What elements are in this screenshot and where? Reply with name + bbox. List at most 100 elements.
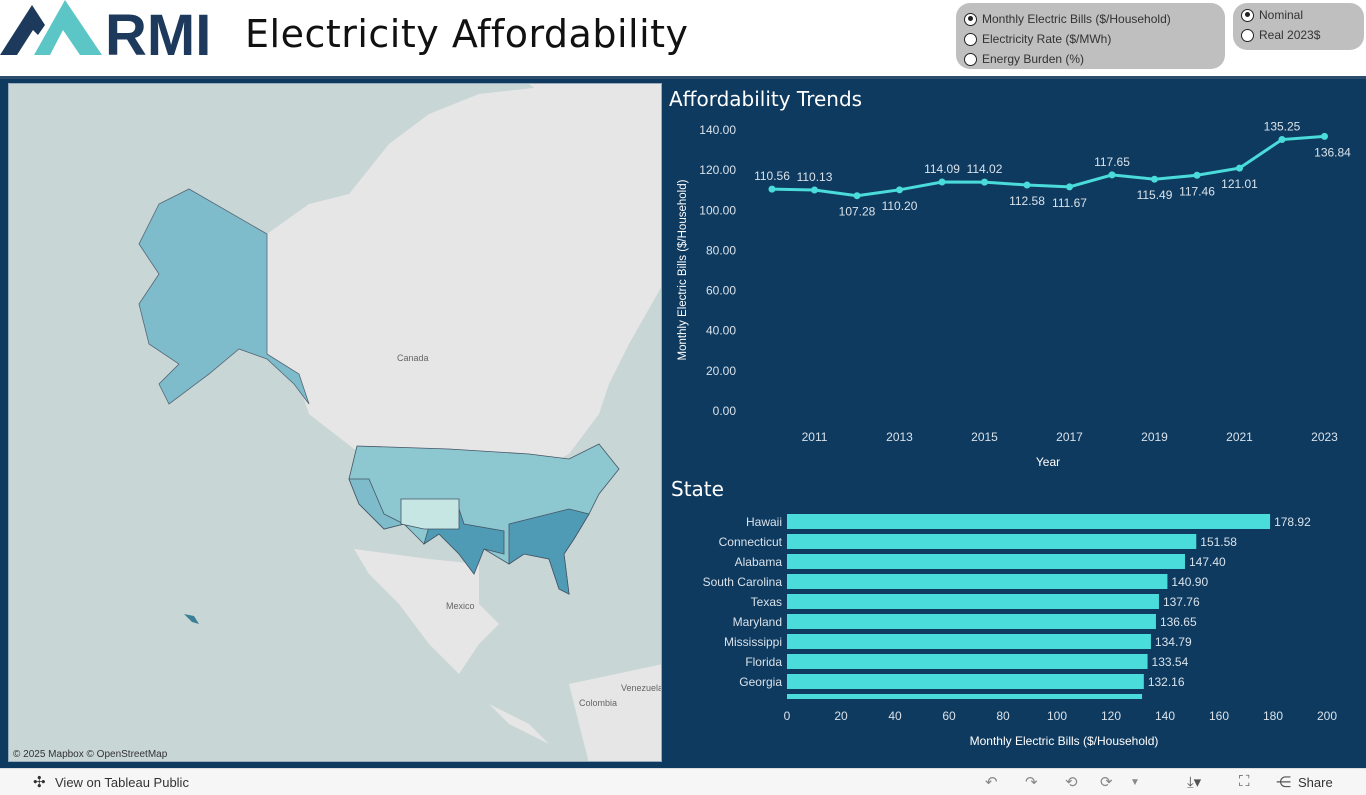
x-tick-label: 0 — [784, 709, 791, 723]
bar-category-label: Florida — [745, 655, 782, 669]
data-point — [1066, 183, 1073, 191]
x-tick-label: 120 — [1101, 709, 1121, 723]
trend-line — [771, 134, 1325, 198]
share-icon[interactable]: ⋲ — [1276, 774, 1291, 791]
fullscreen-icon[interactable]: ⛶ — [1239, 773, 1250, 790]
x-tick-label: 40 — [888, 709, 902, 723]
bar-value-label: 133.54 — [1152, 655, 1189, 669]
x-tick-label: 60 — [942, 709, 956, 723]
x-tick-label: 2013 — [886, 430, 913, 444]
download-icon[interactable]: ⤓▾ — [1187, 774, 1202, 791]
revert-icon[interactable]: ⟲ — [1065, 774, 1078, 791]
radio-label: Monthly Electric Bills ($/Household) — [982, 12, 1171, 26]
south-america-land — [569, 664, 661, 761]
data-point — [1023, 181, 1031, 189]
line-chart: 0.00 20.00 40.00 60.00 80.00 100.00 120.00 140.… — [677, 120, 1351, 469]
header: RMI Electricity Affordability Monthly El… — [0, 0, 1366, 76]
page-title: Electricity Affordability — [245, 12, 689, 56]
radio-real-2023[interactable]: Real 2023$ — [1241, 25, 1356, 45]
radio-label: Real 2023$ — [1259, 28, 1321, 42]
tableau-icon: ✣ — [33, 774, 46, 791]
radio-selected-icon — [1241, 8, 1254, 22]
bar-partially-hidden — [787, 694, 1143, 699]
state-hawaii[interactable] — [184, 614, 199, 624]
data-point — [1193, 171, 1201, 179]
y-tick-label: 100.00 — [699, 203, 736, 217]
y-tick-label: 40.00 — [706, 324, 736, 338]
bar-maryland — [787, 614, 1156, 629]
map-attribution: © 2025 Mapbox © OpenStreetMap — [13, 749, 168, 760]
radio-nominal[interactable]: Nominal — [1241, 5, 1356, 25]
footer-toolbar: ✣ View on Tableau Public ↶ ↷ ⟲ ⟳ ▼ ⤓▾ ⛶ … — [0, 768, 1366, 795]
radio-empty-icon — [964, 52, 977, 66]
trends-title: Affordability Trends — [669, 87, 863, 111]
bar-connecticut — [787, 534, 1197, 549]
map-label-mexico: Mexico — [446, 601, 475, 611]
map-canvas[interactable]: Canada Mexico Venezuela Colombia © 2025 … — [9, 84, 662, 762]
redo-icon[interactable]: ↷ — [1025, 774, 1038, 791]
x-tick-label: 80 — [996, 709, 1010, 723]
bar-mississippi — [787, 634, 1151, 649]
data-label: 117.46 — [1179, 184, 1215, 198]
data-label: 136.84 — [1314, 145, 1351, 159]
data-point — [768, 185, 776, 193]
bar-georgia — [787, 674, 1144, 689]
radio-label: Electricity Rate ($/MWh) — [982, 32, 1112, 46]
header-divider — [0, 76, 1366, 79]
state-alaska[interactable] — [138, 188, 310, 405]
bar-texas — [787, 594, 1159, 609]
data-label: 135.25 — [1264, 120, 1301, 134]
y-tick-label: 120.00 — [699, 163, 736, 177]
bar-category-label: Georgia — [739, 675, 782, 689]
map-label-colombia: Colombia — [579, 698, 617, 708]
data-label: 115.49 — [1137, 188, 1173, 202]
data-label: 110.56 — [754, 169, 790, 183]
x-tick-label: 100 — [1047, 709, 1067, 723]
radio-energy-burden[interactable]: Energy Burden (%) — [964, 49, 1217, 69]
bar-value-label: 147.40 — [1189, 555, 1226, 569]
rmi-logo: RMI — [0, 0, 211, 60]
bar-value-label: 140.90 — [1171, 575, 1208, 589]
x-tick-label: 2011 — [802, 430, 828, 444]
y-tick-label: 140.00 — [699, 123, 736, 137]
y-tick-label: 0.00 — [713, 404, 737, 418]
state-map[interactable]: Canada Mexico Venezuela Colombia © 2025 … — [8, 83, 662, 762]
view-on-tableau-link[interactable]: View on Tableau Public — [55, 775, 189, 790]
data-point — [1151, 175, 1158, 183]
data-label: 114.02 — [967, 162, 1003, 176]
radio-empty-icon — [964, 32, 977, 46]
mexico-land — [354, 549, 549, 744]
greenland-land — [529, 84, 661, 173]
x-axis-title: Year — [1036, 455, 1060, 469]
undo-icon[interactable]: ↶ — [985, 774, 998, 791]
data-point — [811, 186, 818, 194]
data-label: 110.20 — [882, 199, 918, 213]
state-utah-colorado[interactable] — [400, 498, 460, 530]
bar-category-label: Maryland — [733, 615, 782, 629]
share-button[interactable]: Share — [1298, 775, 1333, 790]
refresh-icon[interactable]: ⟳ — [1100, 774, 1113, 791]
data-label: 121.01 — [1221, 177, 1258, 191]
bar-value-label: 136.65 — [1160, 615, 1197, 629]
radio-label: Energy Burden (%) — [982, 52, 1085, 66]
data-label: 111.67 — [1052, 196, 1087, 210]
bar-category-label: South Carolina — [703, 575, 783, 589]
svg-text:RMI: RMI — [105, 3, 211, 60]
y-tick-label: 80.00 — [706, 243, 736, 257]
bar-chart[interactable]: Hawaii 178.92 Connecticut 151.58 Alabama 147.… — [666, 500, 1366, 765]
data-point — [1321, 132, 1328, 140]
state-southeast[interactable] — [508, 508, 590, 595]
bar-category-label: Hawaii — [746, 515, 782, 529]
bar-category-label: Mississippi — [724, 635, 782, 649]
data-point — [1108, 171, 1116, 179]
x-tick-label: 2023 — [1311, 430, 1338, 444]
bar-alabama — [787, 554, 1185, 569]
state-california[interactable] — [348, 478, 406, 530]
radio-monthly-bills[interactable]: Monthly Electric Bills ($/Household) — [964, 9, 1217, 29]
radio-electricity-rate[interactable]: Electricity Rate ($/MWh) — [964, 29, 1217, 49]
x-tick-label: 180 — [1263, 709, 1283, 723]
bar-value-label: 151.58 — [1200, 535, 1237, 549]
x-tick-label: 20 — [834, 709, 848, 723]
chevron-down-icon[interactable]: ▼ — [1130, 777, 1140, 788]
x-tick-label: 140 — [1155, 709, 1175, 723]
